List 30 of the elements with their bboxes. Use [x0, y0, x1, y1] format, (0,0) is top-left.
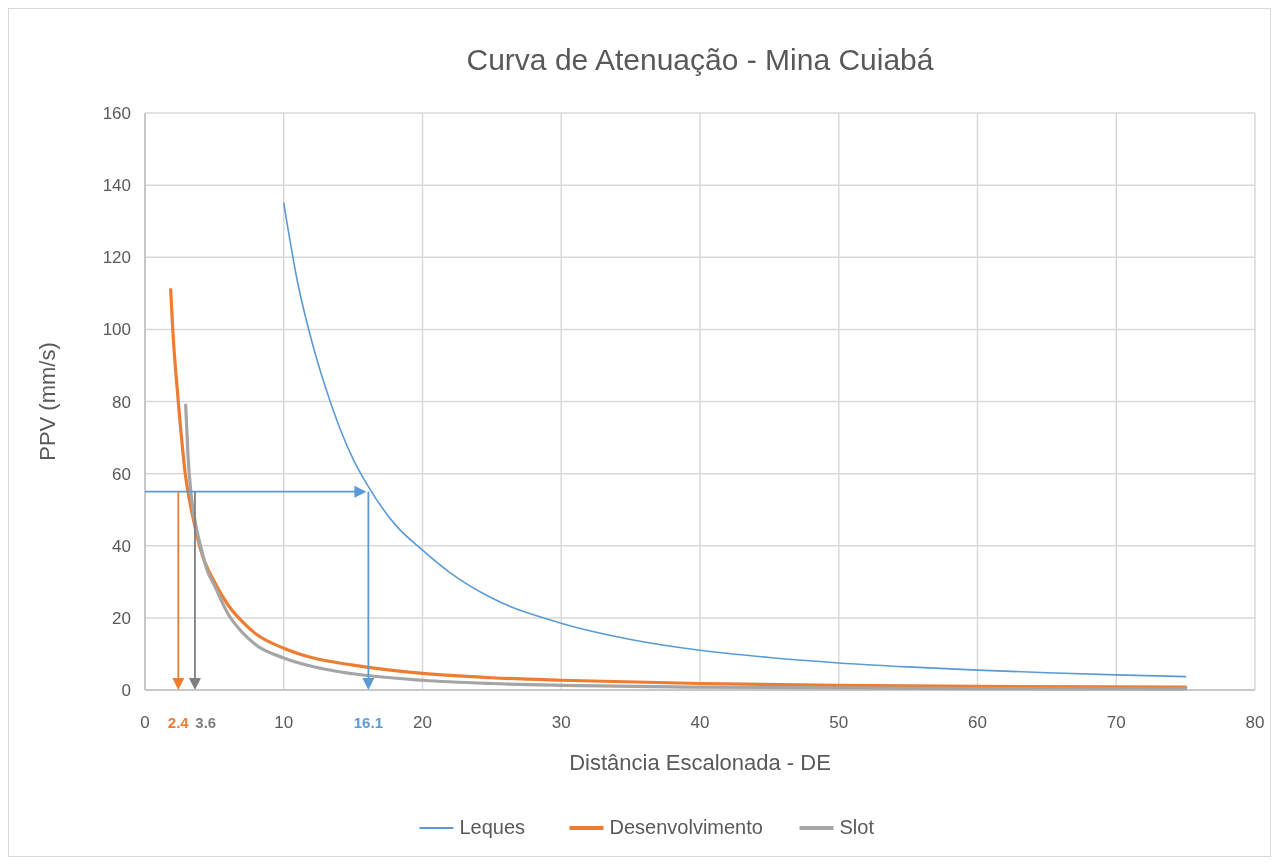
line-series — [184, 403, 1188, 691]
y-tick-label: 80 — [112, 392, 131, 412]
legend-label: Desenvolvimento — [609, 816, 763, 838]
x-tick-label: 80 — [1245, 713, 1265, 732]
y-tick-label: 0 — [121, 681, 131, 700]
line-series — [169, 288, 1188, 689]
x-tick-label: 30 — [551, 713, 571, 732]
y-tick-label: 140 — [102, 176, 131, 196]
x-tick-label: 10 — [274, 713, 294, 732]
y-tick-label: 120 — [102, 248, 131, 268]
y-tick-label: 20 — [112, 608, 131, 628]
x-tick-label: 20 — [413, 713, 432, 732]
x-axis-title: Distância Escalonada - DE — [569, 750, 831, 775]
x-tick-label: 0 — [140, 713, 150, 732]
line-series — [282, 202, 1187, 678]
ref-line-label: 3.6 — [195, 714, 217, 731]
y-tick-label: 100 — [102, 320, 131, 340]
ref-line-label: 2.4 — [167, 714, 190, 731]
chart-title: Curva de Atenuação - Mina Cuiabá — [466, 43, 934, 76]
y-axis-title: PPV (mm/s) — [35, 342, 60, 461]
y-tick-label: 40 — [112, 536, 131, 556]
legend-label: Slot — [839, 816, 875, 838]
x-tick-label: 60 — [968, 713, 987, 732]
x-tick-label: 70 — [1106, 713, 1126, 732]
y-tick-label: 60 — [112, 464, 131, 484]
ref-line-label: 16.1 — [353, 714, 383, 731]
legend-label: Leques — [459, 816, 526, 838]
y-tick-label: 160 — [102, 104, 131, 123]
x-tick-label: 40 — [690, 713, 710, 732]
x-tick-label: 50 — [829, 713, 849, 732]
